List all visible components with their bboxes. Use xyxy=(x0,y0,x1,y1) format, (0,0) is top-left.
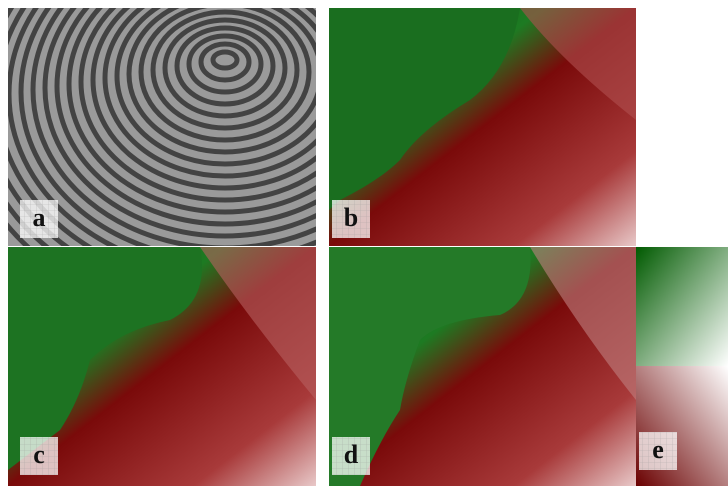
label-box xyxy=(332,200,370,238)
orientation-panel xyxy=(329,247,636,486)
label-box xyxy=(20,200,58,238)
panel-label: d xyxy=(344,440,359,469)
panel-label: e xyxy=(652,435,664,464)
fingerprint-panel xyxy=(8,8,316,246)
label-box xyxy=(20,437,58,475)
label-box xyxy=(332,437,370,475)
panel-label: c xyxy=(33,440,45,469)
panel-label: a xyxy=(33,203,46,232)
panel-label: b xyxy=(344,203,358,232)
orientation-panel xyxy=(329,8,636,246)
panel-labels: a b c d e xyxy=(20,200,677,475)
orientation-panel xyxy=(8,247,316,486)
label-box xyxy=(639,432,677,470)
